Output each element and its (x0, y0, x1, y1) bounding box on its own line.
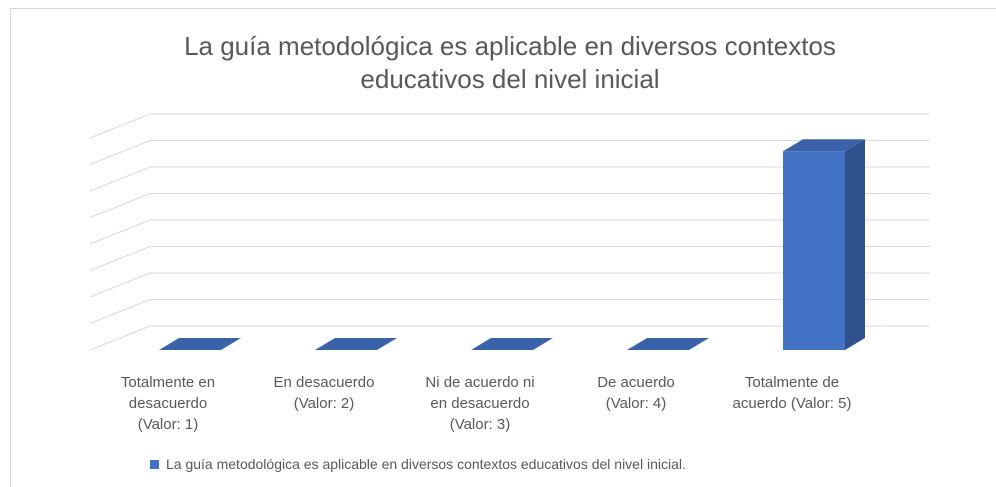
grid-line (89, 246, 930, 271)
grid-line (89, 299, 930, 324)
bar (315, 338, 397, 350)
bar-top (783, 139, 865, 152)
bar-top (471, 338, 553, 350)
chart-title: La guía metodológica es aplicable en div… (184, 31, 836, 94)
legend-label: La guía metodológica es aplicable en div… (166, 456, 686, 472)
grid-line (89, 325, 930, 351)
legend: La guía metodológica es aplicable en div… (150, 456, 686, 472)
bar (783, 139, 865, 350)
bar-top (315, 338, 397, 350)
x-tick-label: Totalmente de acuerdo (Valor: 5) (732, 374, 852, 412)
x-tick-label: En desacuerdo (Valor: 2) (273, 374, 375, 412)
x-tick-label: Ni de acuerdo ni en desacuerdo (Valor: 3… (425, 374, 535, 433)
legend-swatch (150, 459, 159, 469)
grid-line (89, 193, 930, 218)
x-tick-label: Totalmente en desacuerdo (Valor: 1) (120, 374, 216, 433)
bar (627, 338, 709, 350)
frame (10, 8, 996, 487)
bar (159, 338, 241, 350)
grid-line (89, 113, 930, 139)
grid-line (89, 166, 930, 192)
bar-top (159, 338, 241, 350)
bar-front (783, 151, 845, 350)
grid-line (89, 219, 930, 245)
x-tick-label: De acuerdo (Valor: 4) (597, 374, 675, 412)
bar-top (627, 338, 709, 350)
grid-line (89, 140, 930, 165)
grid-line (89, 272, 930, 298)
bar (471, 338, 553, 350)
bar-side (845, 139, 865, 350)
